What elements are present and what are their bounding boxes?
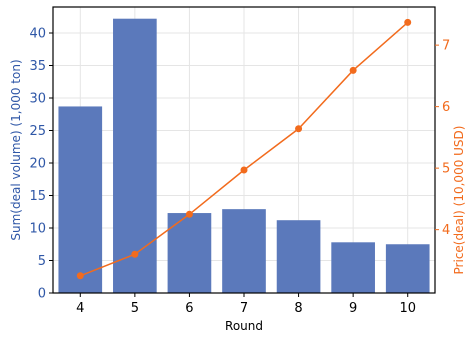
y-left-tick-label: 25 [29, 124, 46, 139]
y-left-tick-label: 15 [29, 189, 46, 204]
price-point [76, 272, 84, 280]
y-left-tick-label: 40 [29, 27, 46, 42]
price-point [185, 210, 193, 218]
y-left-tick-label: 30 [29, 92, 46, 107]
bar [113, 18, 157, 293]
price-point [131, 250, 139, 258]
y-right-tick-label: 7 [442, 39, 450, 54]
bar [276, 220, 321, 293]
bar [167, 213, 212, 293]
x-tick-label: 6 [185, 301, 193, 316]
x-tick-label: 9 [349, 301, 357, 316]
y-right-tick-label: 6 [442, 100, 450, 115]
y-axis-left-label: Sum(deal volume) (1,000 ton) [9, 59, 23, 240]
y-right-tick-label: 5 [442, 162, 450, 177]
price-point [404, 18, 412, 26]
bars [58, 18, 430, 293]
price-point [349, 66, 357, 74]
y-axis-right-label: Price(deal) (10,000 USD) [452, 126, 466, 275]
x-axis-label: Round [225, 319, 263, 333]
y-left-tick-label: 0 [38, 287, 46, 302]
y-right-tick-label: 4 [442, 223, 450, 238]
x-tick-label: 7 [240, 301, 248, 316]
y-left-tick-label: 35 [29, 59, 46, 74]
price-line-series [76, 18, 412, 280]
x-tick-label: 4 [76, 301, 84, 316]
x-tick-label: 5 [131, 301, 139, 316]
y-left-tick-label: 5 [38, 254, 46, 269]
bar [222, 209, 266, 293]
x-tick-label: 10 [399, 301, 416, 316]
y-left-tick-label: 10 [29, 222, 46, 237]
price-point [240, 166, 248, 174]
price-point [295, 125, 303, 133]
bar [58, 106, 103, 293]
bar [331, 242, 375, 293]
bar [385, 244, 430, 293]
y-left-tick-label: 20 [29, 157, 46, 172]
x-tick-label: 8 [294, 301, 302, 316]
